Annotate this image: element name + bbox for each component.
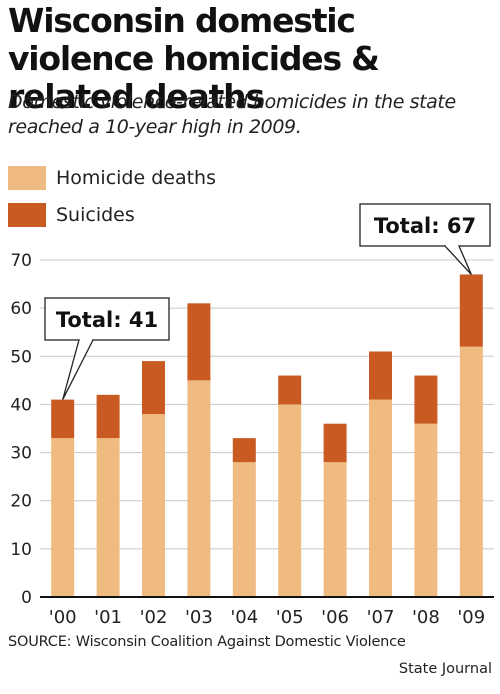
legend-label-suicide: Suicides	[56, 204, 135, 226]
legend-item-suicide: Suicides	[8, 203, 268, 227]
x-tick-label: '07	[367, 607, 395, 628]
callout-box	[359, 203, 491, 247]
y-tick-label: 50	[10, 347, 32, 367]
bar-suicide	[459, 274, 483, 347]
legend-swatch-suicide	[8, 203, 46, 227]
bar-suicide	[96, 394, 120, 439]
bar-homicide	[414, 423, 438, 597]
total-callout: Total: 67	[359, 203, 491, 275]
legend-label-homicide: Homicide deaths	[56, 167, 216, 189]
total-callout: Total: 41	[44, 297, 170, 400]
callout-box	[44, 297, 170, 341]
x-tick-label: '09	[457, 607, 485, 628]
bar-suicide	[369, 351, 392, 400]
legend-swatch-homicide	[8, 166, 46, 190]
x-tick-label: '00	[49, 607, 77, 628]
x-tick-label: '01	[94, 607, 122, 628]
bar-homicide	[187, 380, 211, 597]
x-tick-label: '06	[321, 607, 349, 628]
bar-suicide	[51, 399, 75, 439]
bar-homicide	[51, 438, 75, 597]
x-tick-label: '02	[140, 607, 168, 628]
x-tick-label: '03	[185, 607, 213, 628]
bar-suicide	[278, 375, 302, 405]
bar-homicide	[96, 438, 120, 597]
y-tick-label: 10	[10, 540, 32, 560]
callout-total-label: Total: 41	[56, 308, 158, 332]
y-tick-label: 30	[10, 444, 32, 464]
source-note: SOURCE: Wisconsin Coalition Against Dome…	[8, 634, 406, 650]
credit-line: State Journal	[398, 661, 492, 677]
bar-homicide	[232, 462, 256, 597]
bar-suicide	[323, 423, 347, 463]
callout-pointer	[62, 339, 94, 400]
callout-pointer	[444, 245, 472, 275]
bar-homicide	[142, 414, 165, 597]
x-tick-label: '05	[276, 607, 304, 628]
callout-total-label: Total: 67	[374, 214, 476, 238]
bar-homicide	[278, 404, 302, 597]
bar-suicide	[414, 375, 438, 424]
y-tick-label: 40	[10, 395, 32, 415]
y-tick-label: 20	[10, 492, 32, 512]
bar-homicide	[323, 462, 347, 597]
x-tick-label: '04	[230, 607, 258, 628]
y-tick-label: 60	[10, 299, 32, 319]
y-tick-label: 0	[21, 588, 32, 608]
bar-suicide	[187, 303, 211, 381]
y-tick-label: 70	[10, 251, 32, 271]
chart-title: Wisconsin domestic violence homicides & …	[8, 1, 380, 116]
bar-suicide	[232, 438, 256, 463]
bar-homicide	[459, 346, 483, 597]
bar-suicide	[142, 361, 165, 415]
legend-item-homicide: Homicide deaths	[8, 166, 268, 190]
bar-homicide	[369, 399, 392, 597]
chart-subtitle: Domestic violence-related homicides in t…	[8, 91, 456, 138]
x-tick-label: '08	[412, 607, 440, 628]
